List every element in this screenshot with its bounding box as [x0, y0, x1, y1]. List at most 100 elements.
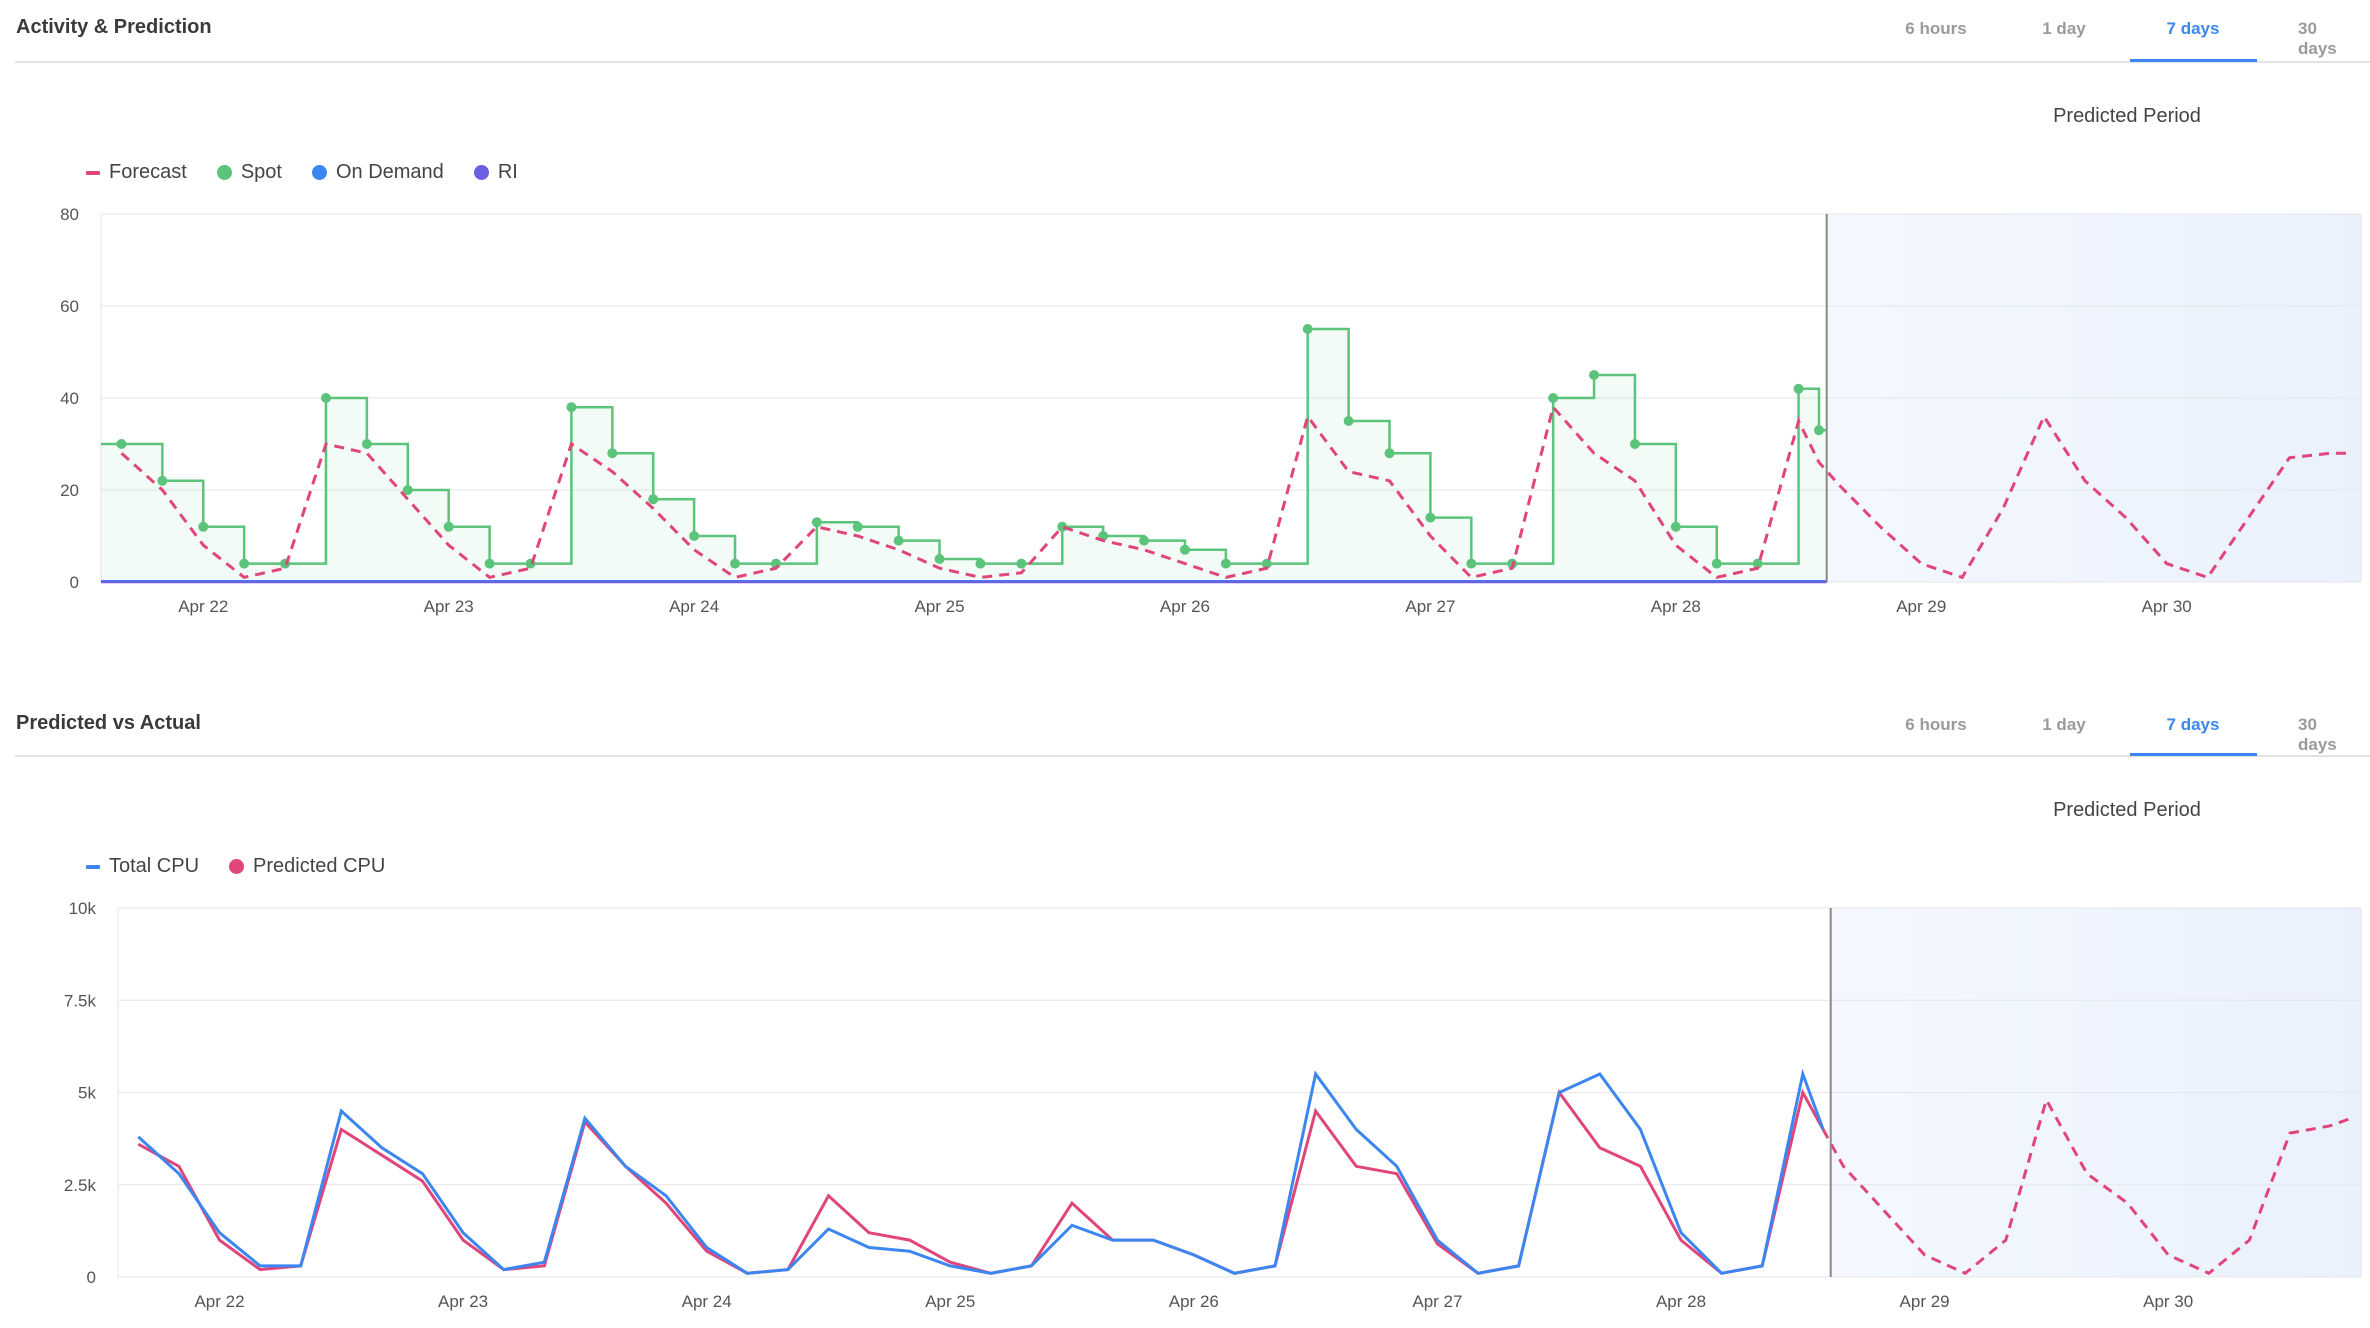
y-tick-label: 2.5k — [64, 1176, 97, 1195]
spot-point — [811, 517, 822, 528]
y-tick-label: 60 — [60, 297, 79, 316]
legend-predicted-cpu[interactable]: Predicted CPU — [229, 855, 385, 878]
dot-icon — [229, 859, 245, 874]
spot-point — [320, 393, 331, 403]
legend-label: Spot — [240, 161, 282, 183]
x-tick-label: Apr 27 — [1405, 597, 1455, 616]
x-tick-label: Apr 23 — [438, 1292, 488, 1311]
spot-point — [1466, 558, 1477, 569]
spot-point — [1057, 521, 1068, 532]
dash-icon — [86, 170, 100, 175]
spot-point — [1589, 370, 1600, 380]
spot-point — [484, 558, 495, 569]
divider — [15, 61, 2370, 63]
tab-6-hours[interactable]: 6 hours — [1905, 715, 1967, 734]
legend-on-demand[interactable]: On Demand — [311, 161, 444, 184]
x-tick-label: Apr 30 — [2142, 597, 2192, 616]
x-tick-label: Apr 27 — [1412, 1292, 1462, 1311]
section-title: Activity & Prediction — [16, 16, 212, 38]
spot-point — [1752, 558, 1763, 569]
x-tick-label: Apr 30 — [2143, 1292, 2193, 1311]
legend-label: Predicted CPU — [253, 855, 386, 877]
predicted-cpu-forecast-line — [1821, 1096, 2352, 1276]
x-tick-label: Apr 22 — [194, 1292, 244, 1311]
spot-point — [1670, 521, 1681, 532]
dash-icon — [86, 864, 100, 869]
spot-point — [239, 558, 250, 569]
tab-1-day[interactable]: 1 day — [2042, 19, 2086, 38]
tab-30-days[interactable]: 30 days — [2298, 715, 2337, 754]
spot-point — [1793, 383, 1804, 394]
x-tick-label: Apr 23 — [424, 597, 474, 616]
spot-point — [1711, 558, 1722, 569]
dot-icon — [216, 165, 232, 180]
y-tick-label: 10k — [69, 899, 97, 918]
spot-point — [198, 521, 209, 532]
spot-point — [975, 558, 986, 569]
x-tick-label: Apr 28 — [1651, 597, 1701, 616]
tab-30-days[interactable]: 30 days — [2298, 19, 2337, 58]
spot-point — [116, 439, 127, 449]
spot-point — [1139, 535, 1150, 546]
spot-point — [852, 521, 863, 532]
section-title: Predicted vs Actual — [16, 712, 201, 734]
predicted-period-label: Predicted Period — [2053, 799, 2201, 821]
legend-label: Total CPU — [109, 855, 200, 877]
spot-point — [1343, 416, 1354, 426]
legend-ri[interactable]: RI — [473, 161, 518, 184]
spot-point — [1814, 425, 1825, 436]
y-tick-label: 40 — [60, 389, 79, 408]
x-tick-label: Apr 25 — [915, 597, 965, 616]
legend-spot[interactable]: Spot — [216, 161, 282, 184]
spot-point — [566, 402, 577, 413]
legend-forecast[interactable]: Forecast — [86, 161, 187, 184]
x-tick-label: Apr 24 — [669, 597, 719, 616]
y-tick-label: 0 — [70, 573, 79, 592]
spot-point — [1629, 439, 1640, 449]
y-tick-label: 7.5k — [64, 991, 97, 1010]
spot-point — [689, 531, 700, 541]
spot-point — [1425, 512, 1436, 523]
x-tick-label: Apr 28 — [1656, 1292, 1706, 1311]
spot-point — [1302, 324, 1313, 334]
activity-chart: 0 20 40 60 80 Apr 22 Apr 23 Apr 24 Apr 25 Apr 26 A… — [60, 205, 2362, 616]
tab-6-hours[interactable]: 6 hours — [1905, 19, 1967, 38]
x-tick-label: Apr 25 — [925, 1292, 975, 1311]
legend-label: Forecast — [109, 161, 187, 183]
spot-point — [934, 554, 945, 564]
x-tick-label: Apr 22 — [178, 597, 228, 616]
spot-point — [1016, 558, 1027, 569]
spot-area — [101, 329, 1827, 582]
x-tick-label: Apr 26 — [1160, 597, 1210, 616]
spot-point — [893, 535, 904, 546]
x-tick-label: Apr 26 — [1169, 1292, 1219, 1311]
spot-point — [1548, 393, 1559, 403]
predicted-period-label: Predicted Period — [2053, 105, 2201, 127]
legend: Forecast Spot On Demand RI — [86, 161, 518, 184]
forecast-line — [120, 404, 2351, 580]
spot-point — [157, 475, 168, 486]
active-tab-indicator — [2130, 753, 2257, 756]
legend-label: On Demand — [335, 161, 444, 183]
dot-icon — [311, 165, 327, 180]
spot-point — [1220, 558, 1231, 569]
divider — [15, 755, 2370, 757]
spot-point — [730, 558, 741, 569]
total-cpu-line — [137, 1068, 1825, 1275]
active-tab-indicator — [2130, 59, 2257, 62]
tab-7-days[interactable]: 7 days — [2166, 19, 2220, 38]
spot-point — [1261, 558, 1272, 569]
dot-icon — [473, 165, 489, 180]
spot-point — [361, 439, 372, 449]
tab-7-days[interactable]: 7 days — [2166, 715, 2220, 734]
spot-point — [648, 494, 659, 505]
legend: Total CPU Predicted CPU — [86, 855, 385, 878]
spot-point — [607, 448, 618, 459]
y-tick-label: 20 — [60, 481, 79, 500]
y-tick-label: 80 — [60, 205, 79, 224]
tab-1-day[interactable]: 1 day — [2042, 715, 2086, 734]
legend-total-cpu[interactable]: Total CPU — [86, 855, 199, 878]
x-tick-label: Apr 29 — [1900, 1292, 1950, 1311]
spot-point — [443, 521, 454, 532]
